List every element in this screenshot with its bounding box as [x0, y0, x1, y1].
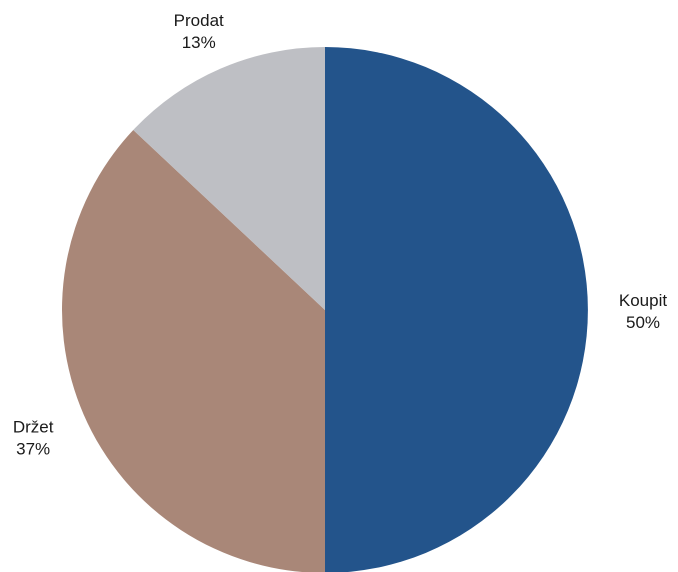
- pie-labels: Koupit 50% Držet 37% Prodat 13%: [13, 11, 668, 458]
- pie-label-prodat: Prodat 13%: [174, 11, 224, 52]
- pie-label-name: Koupit: [619, 291, 667, 310]
- pie-label-koupit: Koupit 50%: [619, 291, 667, 332]
- pie-label-value: 50%: [626, 313, 660, 332]
- pie-label-name: Držet: [13, 417, 54, 436]
- pie-slice-prodat: [133, 47, 325, 310]
- pie-label-držet: Držet 37%: [13, 417, 54, 458]
- pie-label-value: 13%: [182, 33, 216, 52]
- pie-slices: [62, 47, 588, 572]
- pie-slice-držet: [62, 129, 325, 572]
- pie-slice-koupit: [325, 47, 588, 572]
- pie-label-name: Prodat: [174, 11, 224, 30]
- pie-label-value: 37%: [16, 439, 50, 458]
